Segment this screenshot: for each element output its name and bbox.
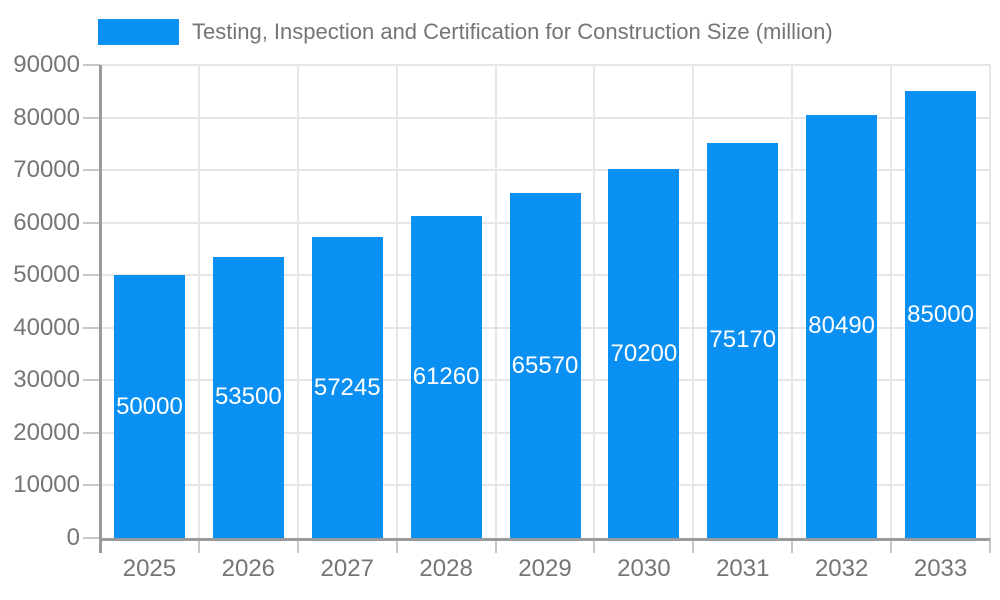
bar-value-label: 61260 (412, 363, 480, 390)
bar[interactable]: 75170 (707, 142, 779, 538)
legend-label: Testing, Inspection and Certification fo… (192, 19, 833, 44)
y-axis-tick (83, 221, 100, 224)
bar-value-label: 50000 (116, 392, 183, 420)
y-tick-label: 90000 (13, 51, 80, 78)
y-axis-tick (83, 169, 100, 172)
bar-value-label: 53500 (214, 383, 282, 411)
y-tick-label: 10000 (13, 471, 80, 499)
y-axis-tick (83, 64, 100, 66)
bar[interactable]: 70200 (608, 169, 680, 538)
x-tick-label: 2032 (814, 555, 869, 582)
h-gridline (100, 169, 990, 172)
y-axis-tick (83, 537, 100, 539)
bar[interactable]: 85000 (905, 91, 977, 538)
x-axis-tick (692, 538, 695, 553)
x-axis-tick (197, 538, 200, 553)
v-gridline (494, 65, 497, 538)
x-tick-label: 2029 (518, 555, 572, 582)
v-gridline (395, 65, 398, 538)
y-axis-tick (83, 484, 100, 487)
y-tick-label: 0 (66, 524, 80, 551)
bar-value-label: 57245 (313, 373, 381, 401)
y-axis-line (99, 65, 102, 553)
legend-item[interactable]: Testing, Inspection and Certification fo… (98, 19, 833, 45)
x-axis-tick (395, 538, 398, 553)
bar[interactable]: 80490 (806, 114, 878, 538)
x-tick-label: 2033 (913, 555, 968, 582)
v-gridline (296, 65, 299, 538)
y-tick-label: 20000 (13, 418, 80, 446)
x-axis-tick (494, 538, 497, 553)
x-axis-tick (593, 538, 596, 553)
x-tick-label: 2028 (419, 555, 473, 582)
x-tick-label: 2026 (221, 555, 276, 582)
x-tick-label: 2031 (716, 555, 770, 582)
y-axis-tick (83, 116, 100, 119)
y-tick-label: 50000 (13, 261, 80, 289)
x-axis-line (100, 538, 990, 541)
x-axis-tick (791, 538, 794, 553)
bar-value-label: 70200 (610, 339, 678, 367)
x-axis-tick (989, 538, 991, 553)
bar-value-label: 65570 (511, 351, 579, 379)
y-tick-label: 70000 (13, 156, 80, 184)
bar[interactable]: 61260 (410, 216, 482, 538)
h-gridline (100, 64, 990, 66)
y-tick-label: 80000 (13, 103, 80, 131)
v-gridline (593, 65, 596, 538)
y-axis-tick (83, 431, 100, 434)
v-gridline (791, 65, 794, 538)
x-axis-tick (296, 538, 299, 553)
bar-value-label: 85000 (907, 300, 974, 328)
bar-value-label: 80490 (808, 312, 876, 340)
h-gridline (100, 116, 990, 119)
x-axis-tick (890, 538, 893, 553)
y-axis-tick (83, 379, 100, 382)
v-gridline (989, 65, 991, 538)
y-tick-label: 40000 (13, 313, 80, 341)
y-axis-tick (83, 326, 100, 329)
bar[interactable]: 53500 (212, 256, 284, 538)
bar[interactable]: 65570 (509, 193, 581, 538)
x-tick-label: 2025 (122, 555, 177, 582)
bar[interactable]: 50000 (113, 275, 185, 538)
bar-value-label: 75170 (709, 326, 777, 354)
v-gridline (692, 65, 695, 538)
x-tick-label: 2030 (617, 555, 671, 582)
y-axis-tick (83, 274, 100, 277)
legend-swatch-icon (98, 19, 179, 45)
y-tick-label: 30000 (13, 366, 80, 394)
y-tick-label: 60000 (13, 208, 80, 236)
x-tick-label: 2027 (320, 555, 374, 582)
v-gridline (890, 65, 893, 538)
bar[interactable]: 57245 (311, 237, 383, 538)
v-gridline (197, 65, 200, 538)
